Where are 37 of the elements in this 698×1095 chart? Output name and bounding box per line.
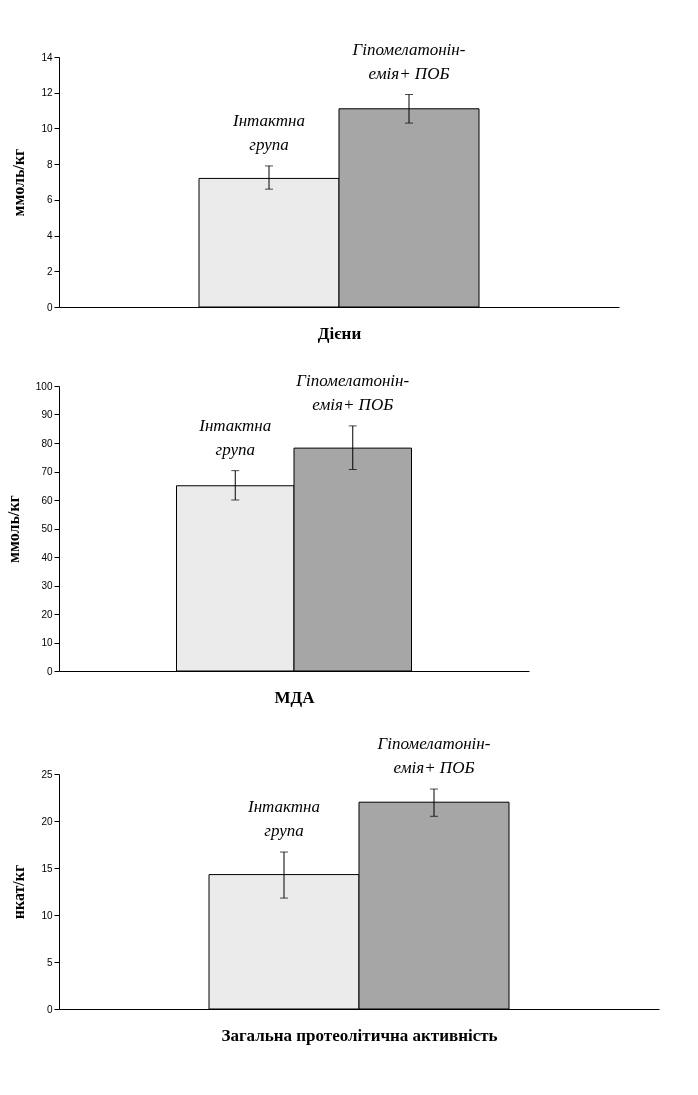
y-tick-label: 20 bbox=[41, 815, 53, 827]
x-tick-label: Інтактна група bbox=[198, 415, 272, 459]
x-tick-label: Гіпомелатонін- емія+ ПОБ bbox=[351, 39, 466, 83]
y-tick-label: 4 bbox=[46, 230, 53, 242]
x-axis-title: Дієни bbox=[317, 323, 362, 343]
y-tick-label: 0 bbox=[46, 1003, 53, 1015]
y-tick-label: 90 bbox=[41, 409, 53, 420]
x-tick-label: Інтактна група bbox=[246, 797, 321, 841]
y-tick-label: 6 bbox=[46, 194, 53, 206]
y-tick-label: 20 bbox=[41, 608, 53, 620]
y-tick-label: 10 bbox=[41, 637, 53, 648]
y-tick-label: 12 bbox=[41, 87, 53, 99]
y-tick-label: 14 bbox=[41, 51, 53, 63]
y-tick-label: 40 bbox=[41, 551, 53, 563]
y-tick-label: 70 bbox=[41, 466, 53, 477]
y-tick-label: 15 bbox=[41, 862, 53, 874]
y-tick-label: 0 bbox=[46, 665, 53, 677]
y-axis-title: ммоль/кг bbox=[10, 148, 28, 217]
y-tick-label: 10 bbox=[41, 909, 53, 921]
y-tick-label: 0 bbox=[46, 301, 53, 313]
y-tick-label: 5 bbox=[46, 956, 53, 968]
y-axis-title: ммоль/кг bbox=[4, 495, 22, 563]
y-tick-label: 25 bbox=[41, 768, 53, 780]
y-tick-label: 100 bbox=[35, 380, 53, 392]
y-tick-label: 60 bbox=[41, 494, 53, 506]
x-tick-label: Гіпомелатонін- емія+ ПОБ bbox=[376, 734, 491, 778]
x-tick-label: Інтактна група bbox=[231, 110, 306, 154]
x-axis-title: Загальна протеолітична активність bbox=[221, 1025, 498, 1045]
x-axis-title: МДА bbox=[274, 687, 316, 707]
y-axis-title: нкат/кг bbox=[10, 864, 28, 920]
y-tick-label: 8 bbox=[46, 158, 53, 170]
y-tick-label: 30 bbox=[41, 580, 53, 591]
y-tick-label: 50 bbox=[41, 523, 53, 534]
y-tick-label: 2 bbox=[46, 265, 53, 277]
y-tick-label: 80 bbox=[41, 437, 53, 449]
y-tick-label: 10 bbox=[41, 122, 53, 134]
x-tick-label: Гіпомелатонін- емія+ ПОБ bbox=[295, 370, 410, 414]
